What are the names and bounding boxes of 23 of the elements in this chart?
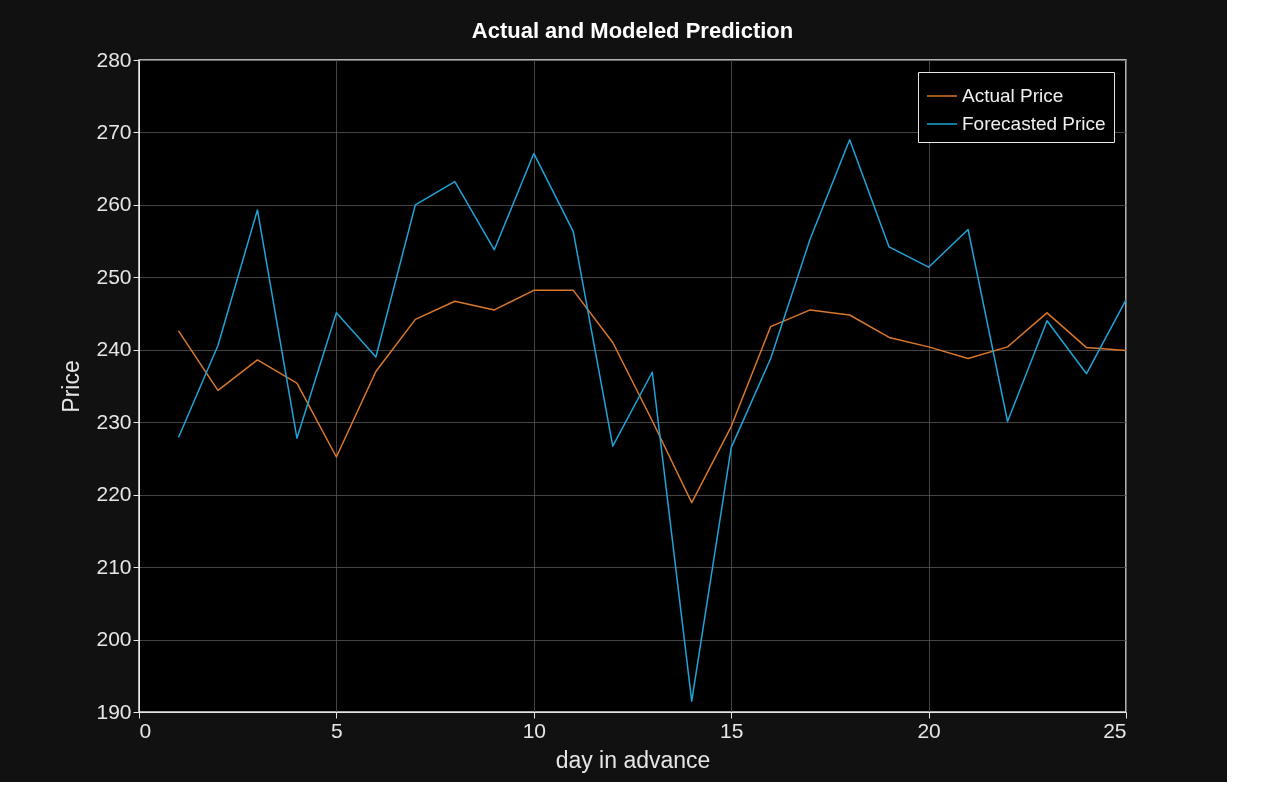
- y-tick-label: 250: [96, 264, 132, 288]
- y-tick-label: 280: [96, 47, 132, 71]
- x-tick-label: 10: [522, 718, 546, 742]
- x-tick-label: 25: [1103, 718, 1127, 742]
- line-series: [177, 289, 1127, 504]
- line-series: [177, 138, 1127, 702]
- x-tick-label: 0: [139, 718, 152, 742]
- chart-title: Actual and Modeled Prediction: [471, 18, 794, 43]
- y-tick-label: 220: [96, 482, 132, 506]
- x-tick-label: 15: [720, 718, 744, 742]
- x-tick-label: 20: [917, 718, 941, 742]
- legend-label: Forecasted Price: [962, 113, 1106, 134]
- x-axis-title: day in advance: [555, 746, 711, 773]
- y-tick-label: 270: [96, 119, 132, 143]
- y-axis-title: Price: [58, 360, 85, 413]
- y-tick-label: 200: [96, 627, 132, 651]
- x-tick-label: 5: [331, 718, 343, 742]
- legend-label: Actual Price: [962, 85, 1064, 106]
- y-tick-label: 260: [96, 192, 132, 216]
- y-tick-label: 230: [96, 409, 132, 433]
- y-tick-label: 190: [96, 699, 132, 723]
- y-tick-label: 240: [96, 337, 132, 361]
- y-tick-label: 210: [96, 554, 132, 578]
